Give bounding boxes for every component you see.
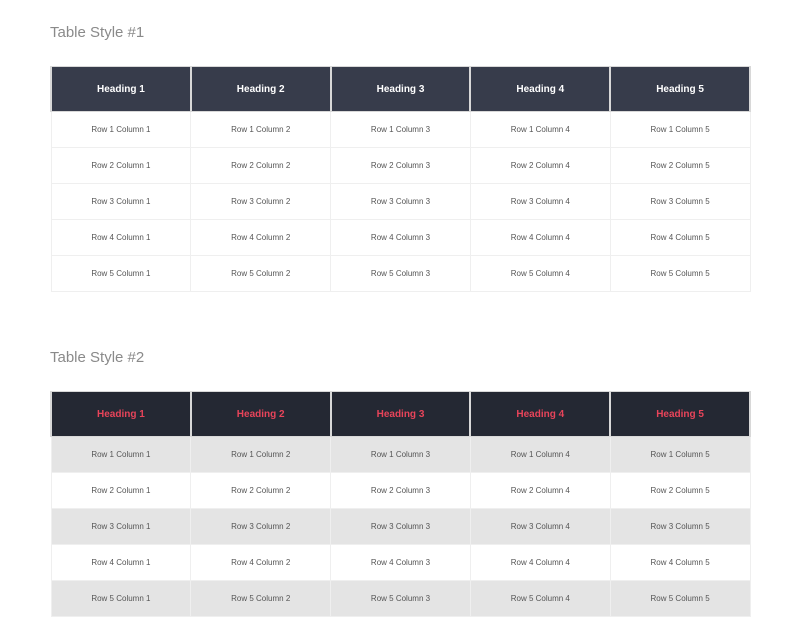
table-cell: Row 3 Column 3 <box>330 508 471 545</box>
table-cell: Row 5 Column 1 <box>50 255 192 292</box>
table-row: Row 2 Column 1 Row 2 Column 2 Row 2 Column… <box>50 472 751 509</box>
column-header: Heading 4 <box>469 391 612 437</box>
column-header: Heading 1 <box>50 391 192 437</box>
table-cell: Row 4 Column 5 <box>609 219 751 256</box>
table-cell: Row 1 Column 4 <box>469 436 611 473</box>
table-row: Row 5 Column 1 Row 5 Column 2 Row 5 Column… <box>50 580 751 617</box>
table-cell: Row 4 Column 3 <box>330 544 471 581</box>
table-cell: Row 3 Column 4 <box>469 183 611 220</box>
column-header: Heading 4 <box>469 66 612 112</box>
table-cell: Row 3 Column 5 <box>609 508 751 545</box>
table-cell: Row 2 Column 4 <box>469 147 611 184</box>
table-cell: Row 5 Column 5 <box>609 255 751 292</box>
table-cell: Row 3 Column 1 <box>50 508 192 545</box>
column-header: Heading 1 <box>50 66 192 112</box>
table-cell: Row 4 Column 2 <box>190 544 332 581</box>
table-1-title: Table Style #1 <box>50 24 145 41</box>
table-cell: Row 1 Column 4 <box>469 111 611 148</box>
table-cell: Row 4 Column 4 <box>469 219 611 256</box>
table-cell: Row 4 Column 1 <box>50 219 192 256</box>
column-header: Heading 5 <box>609 66 751 112</box>
table-cell: Row 1 Column 1 <box>50 111 192 148</box>
table-row: Row 5 Column 1 Row 5 Column 2 Row 5 Column… <box>50 255 751 292</box>
table-cell: Row 2 Column 3 <box>330 147 471 184</box>
table-cell: Row 2 Column 3 <box>330 472 471 509</box>
table-cell: Row 2 Column 1 <box>50 472 192 509</box>
table-cell: Row 3 Column 3 <box>330 183 471 220</box>
column-header: Heading 2 <box>189 391 332 437</box>
table-2-title: Table Style #2 <box>50 349 145 366</box>
table-cell: Row 4 Column 5 <box>609 544 751 581</box>
table-cell: Row 5 Column 3 <box>330 580 471 617</box>
table-cell: Row 2 Column 2 <box>190 147 332 184</box>
column-header: Heading 5 <box>609 391 751 437</box>
column-header: Heading 3 <box>329 391 472 437</box>
table-cell: Row 2 Column 5 <box>609 147 751 184</box>
table-cell: Row 5 Column 4 <box>469 255 611 292</box>
table-cell: Row 1 Column 5 <box>609 436 751 473</box>
table-row: Row 1 Column 1 Row 1 Column 2 Row 1 Column… <box>50 436 751 473</box>
table-cell: Row 5 Column 3 <box>330 255 471 292</box>
table-row: Row 4 Column 1 Row 4 Column 2 Row 4 Column… <box>50 219 751 256</box>
table-cell: Row 5 Column 1 <box>50 580 192 617</box>
column-header: Heading 3 <box>329 66 472 112</box>
table-row: Row 3 Column 1 Row 3 Column 2 Row 3 Column… <box>50 183 751 220</box>
table-cell: Row 4 Column 2 <box>190 219 332 256</box>
table-row: Row 1 Column 1 Row 1 Column 2 Row 1 Column… <box>50 111 751 148</box>
table-style-1: Heading 1 Heading 2 Heading 3 Heading 4 Head… <box>50 66 751 292</box>
table-row: Row 3 Column 1 Row 3 Column 2 Row 3 Column… <box>50 508 751 545</box>
table-cell: Row 1 Column 3 <box>330 111 471 148</box>
table-row: Row 2 Column 1 Row 2 Column 2 Row 2 Column… <box>50 147 751 184</box>
table-cell: Row 3 Column 2 <box>190 183 332 220</box>
table-cell: Row 1 Column 2 <box>190 436 332 473</box>
table-cell: Row 4 Column 4 <box>469 544 611 581</box>
table-cell: Row 1 Column 1 <box>50 436 192 473</box>
table-cell: Row 1 Column 5 <box>609 111 751 148</box>
table-cell: Row 5 Column 4 <box>469 580 611 617</box>
column-header: Heading 2 <box>189 66 332 112</box>
table-cell: Row 2 Column 1 <box>50 147 192 184</box>
table-cell: Row 3 Column 4 <box>469 508 611 545</box>
table-cell: Row 2 Column 2 <box>190 472 332 509</box>
table-row: Row 4 Column 1 Row 4 Column 2 Row 4 Column… <box>50 544 751 581</box>
table-cell: Row 2 Column 4 <box>469 472 611 509</box>
table-cell: Row 5 Column 5 <box>609 580 751 617</box>
table-cell: Row 5 Column 2 <box>190 255 332 292</box>
table-cell: Row 1 Column 3 <box>330 436 471 473</box>
table-cell: Row 2 Column 5 <box>609 472 751 509</box>
table-cell: Row 4 Column 1 <box>50 544 192 581</box>
table-style-2: Heading 1 Heading 2 Heading 3 Heading 4 Head… <box>50 391 751 617</box>
table-cell: Row 5 Column 2 <box>190 580 332 617</box>
table-cell: Row 3 Column 5 <box>609 183 751 220</box>
table-cell: Row 3 Column 2 <box>190 508 332 545</box>
table-cell: Row 3 Column 1 <box>50 183 192 220</box>
table-cell: Row 1 Column 2 <box>190 111 332 148</box>
table-cell: Row 4 Column 3 <box>330 219 471 256</box>
